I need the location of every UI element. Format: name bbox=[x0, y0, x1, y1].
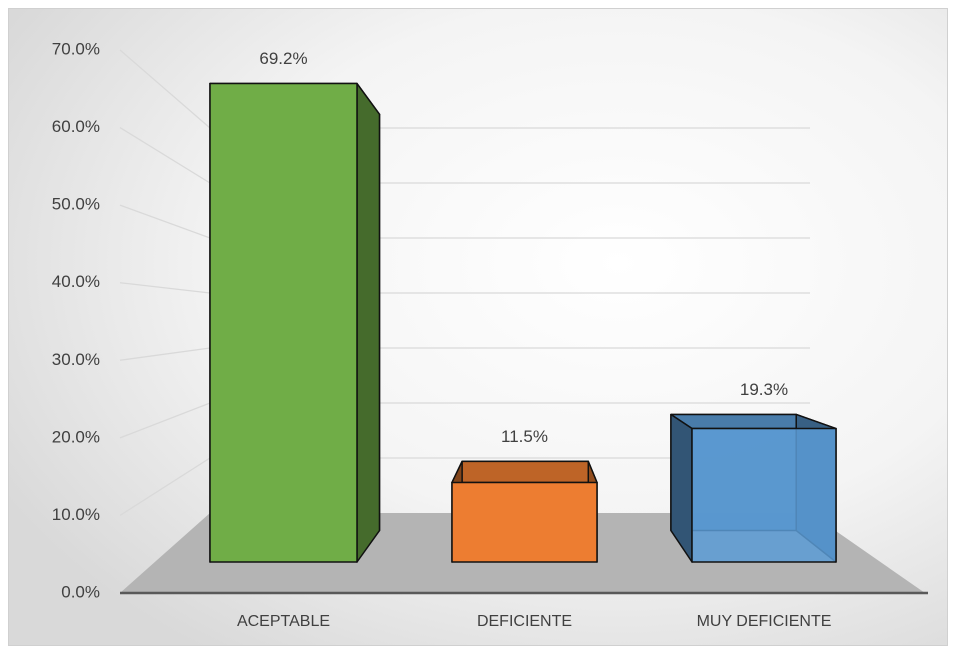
y-tick-label: 20.0% bbox=[52, 427, 100, 446]
value-label: 11.5% bbox=[501, 427, 548, 446]
bar bbox=[691, 427, 837, 563]
bar bbox=[209, 82, 358, 563]
y-tick-label: 40.0% bbox=[52, 272, 100, 291]
y-tick-label: 50.0% bbox=[52, 195, 100, 214]
value-label: 19.3% bbox=[740, 380, 788, 399]
x-tick-label: ACEPTABLE bbox=[237, 613, 330, 630]
y-tick-label: 0.0% bbox=[61, 582, 100, 601]
y-tick-label: 30.0% bbox=[52, 350, 100, 369]
x-tick-label: DEFICIENTE bbox=[477, 613, 572, 630]
y-tick-label: 70.0% bbox=[52, 39, 100, 58]
y-tick-label: 10.0% bbox=[52, 505, 100, 524]
bar-top bbox=[451, 460, 598, 484]
labels: 0.0% 10.0% 20.0% 30.0% 40.0% 50.0% 60.0% 70.0% 6… bbox=[52, 39, 832, 630]
y-tick-label: 60.0% bbox=[52, 117, 100, 136]
value-label: 69.2% bbox=[259, 49, 307, 68]
x-tick-label: MUY DEFICIENTE bbox=[697, 613, 832, 630]
bar bbox=[451, 481, 598, 563]
bar-side bbox=[356, 82, 381, 563]
bars bbox=[209, 82, 837, 563]
